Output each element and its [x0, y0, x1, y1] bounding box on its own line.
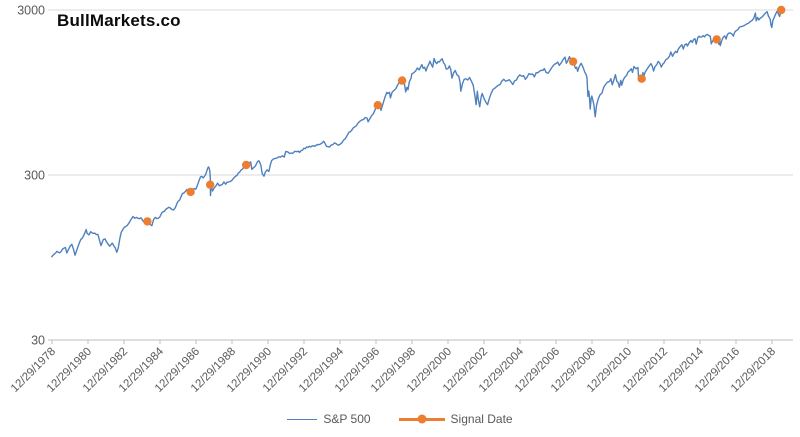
- signal-date-line-sample-icon: [398, 414, 445, 424]
- signal-date-marker-icon: [417, 414, 427, 424]
- signal-date-point: [242, 160, 251, 170]
- brand-title: BullMarkets.co: [57, 11, 181, 30]
- chart-legend: S&P 500 Signal Date: [0, 412, 800, 426]
- y-tick-label: 3000: [17, 4, 45, 18]
- signal-date-point: [568, 57, 578, 66]
- signal-date-point: [712, 35, 721, 44]
- signal-date-point: [186, 187, 195, 197]
- signal-date-point: [777, 5, 786, 15]
- y-tick-label: 30: [31, 334, 45, 348]
- sp500-series-line: [51, 9, 783, 258]
- sp500-line-sample-icon: [287, 418, 318, 420]
- legend-label-sp500: S&P 500: [323, 412, 371, 426]
- signal-date-point: [373, 101, 382, 110]
- y-tick-label: 300: [24, 169, 45, 183]
- legend-item-sp500: S&P 500: [287, 412, 371, 426]
- signal-date-point: [143, 217, 152, 226]
- legend-item-signal-date: Signal Date: [398, 412, 513, 426]
- signal-date-point: [637, 74, 646, 83]
- legend-label-signal-date: Signal Date: [450, 412, 513, 426]
- signal-date-point: [206, 180, 215, 189]
- signal-date-point: [397, 76, 407, 85]
